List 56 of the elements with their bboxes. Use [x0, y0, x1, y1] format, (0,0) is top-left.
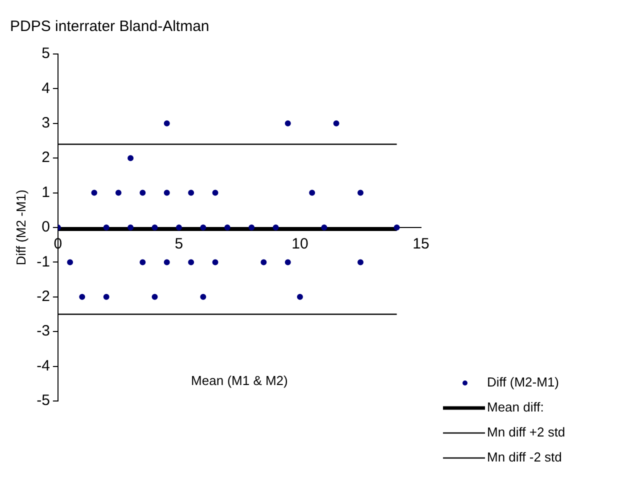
point	[140, 259, 146, 266]
point	[152, 224, 158, 230]
point	[188, 259, 194, 266]
point	[140, 190, 146, 196]
point	[321, 224, 328, 230]
point	[224, 224, 230, 230]
point	[212, 190, 218, 196]
point	[67, 259, 74, 266]
point	[309, 190, 316, 196]
x-tick-label: 15	[412, 236, 430, 253]
point	[103, 224, 110, 230]
legend-label: Mn diff +2 std	[487, 424, 566, 440]
point	[164, 190, 170, 196]
point	[260, 259, 267, 266]
x-axis-title: Mean (M1 & M2)	[191, 373, 288, 388]
y-tick-label: 0	[42, 218, 50, 236]
y-tick-label: -1	[36, 253, 50, 270]
point	[212, 259, 218, 266]
point	[284, 120, 291, 126]
point	[79, 294, 86, 300]
y-tick-label: 5	[42, 45, 50, 62]
point	[176, 224, 182, 230]
point	[188, 190, 194, 196]
y-axis-title: Diff (M2 -M1)	[13, 190, 28, 266]
y-tick-label: 3	[42, 114, 50, 132]
point	[200, 224, 206, 230]
point	[164, 259, 170, 266]
point	[164, 120, 170, 126]
x-tick-label: 5	[174, 236, 184, 253]
y-tick-label: -2	[36, 288, 50, 306]
y-tick-label: 2	[42, 149, 50, 166]
point	[115, 190, 122, 196]
y-tick-label: 4	[42, 80, 50, 97]
chart-title: PDPS interrater Bland-Altman	[10, 18, 210, 36]
point	[103, 294, 110, 300]
legend-label: Diff (M2-M1)	[487, 374, 559, 390]
point	[394, 224, 400, 230]
y-tick-label: 1	[42, 184, 50, 201]
point	[200, 294, 206, 300]
point	[357, 259, 364, 266]
point	[248, 224, 255, 230]
x-tick-label: 10	[292, 236, 308, 253]
point	[272, 224, 279, 230]
y-tick-label: -3	[36, 322, 50, 340]
point	[128, 224, 134, 230]
point	[128, 155, 134, 162]
point	[284, 259, 291, 266]
legend-label: Mn diff -2 std	[487, 450, 562, 465]
point	[333, 120, 340, 126]
point	[357, 190, 364, 196]
y-tick-label: -4	[36, 357, 50, 374]
legend-label: Mean diff:	[487, 400, 544, 415]
point	[91, 190, 98, 196]
point	[296, 294, 303, 300]
y-tick-label: -5	[36, 392, 50, 410]
point	[152, 294, 158, 300]
